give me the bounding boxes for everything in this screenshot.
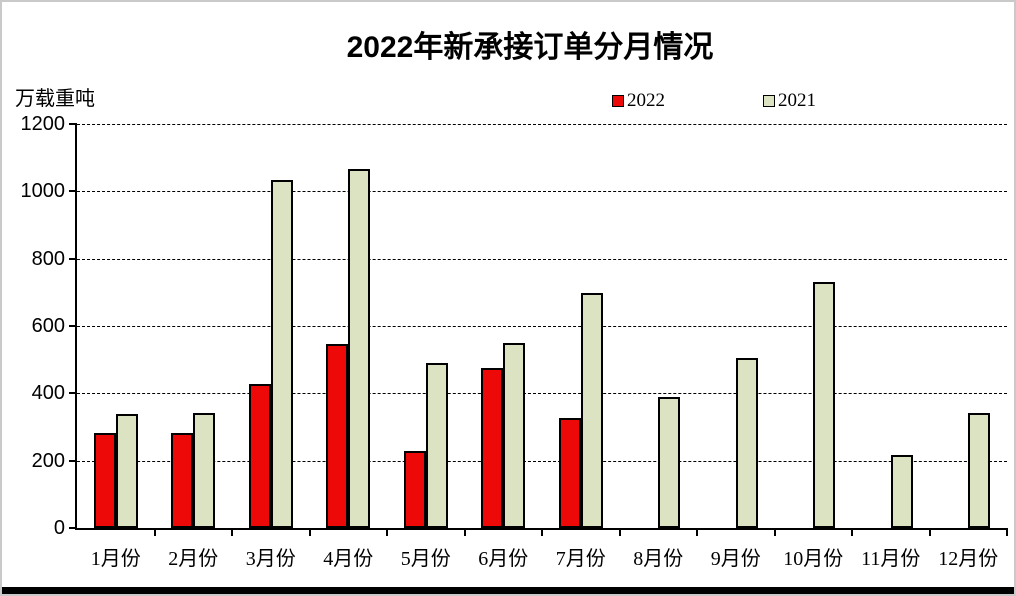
x-axis-label-7: 7月份 xyxy=(555,548,606,570)
bar-2022-m5 xyxy=(403,450,426,528)
x-axis-tick xyxy=(1006,528,1008,536)
y-tick-label-0: 0 xyxy=(53,517,65,539)
y-tick-label-800: 800 xyxy=(31,247,65,270)
bar-2021-m4 xyxy=(348,168,371,528)
x-axis-label-12: 12月份 xyxy=(938,548,999,570)
bar-2021-m3 xyxy=(270,179,293,528)
x-axis-tick xyxy=(928,528,931,536)
y-tick-label-200: 200 xyxy=(31,449,65,472)
x-axis-label-10: 10月份 xyxy=(783,548,844,570)
legend-label-2022: 2022 xyxy=(627,90,665,111)
bar-2022-m7 xyxy=(558,417,581,528)
x-axis-label-11: 11月份 xyxy=(861,548,921,570)
x-axis-tick xyxy=(773,528,776,536)
x-axis-label-5: 5月份 xyxy=(400,548,451,570)
gridline-800 xyxy=(77,258,1007,260)
bar-2022-m2 xyxy=(171,432,194,528)
x-axis-label-6: 6月份 xyxy=(478,548,529,570)
bar-2022-m6 xyxy=(481,368,504,528)
x-axis-label-8: 8月份 xyxy=(633,548,684,570)
bar-2021-m7 xyxy=(580,292,603,528)
y-axis-tick xyxy=(69,527,77,529)
bar-2021-m5 xyxy=(425,363,448,528)
y-axis-tick xyxy=(69,325,77,327)
bar-2021-m12 xyxy=(968,412,991,528)
y-tick-label-400: 400 xyxy=(31,382,65,405)
legend-swatch-2021 xyxy=(763,94,775,107)
x-axis-tick xyxy=(153,528,156,536)
x-axis-tick xyxy=(618,528,621,536)
legend-swatch-2022 xyxy=(612,94,624,107)
plot-area: 0 200 400 600 800 1000 1200 1月份 2月份 3月份 4月份 5月份 6月份 7… xyxy=(21,113,1008,570)
bar-2021-m11 xyxy=(890,454,913,528)
y-tick-label-1200: 1200 xyxy=(20,113,66,135)
y-axis-unit-label: 万载重吨 xyxy=(15,88,95,110)
y-axis-tick xyxy=(69,123,77,125)
bar-2022-m1 xyxy=(93,432,116,528)
y-axis-tick xyxy=(69,257,77,260)
bar-2021-m8 xyxy=(658,396,681,528)
y-axis-tick xyxy=(69,392,77,395)
bar-2021-m9 xyxy=(735,358,758,528)
x-axis-tick xyxy=(463,528,466,536)
x-axis-tick xyxy=(308,528,311,536)
gridline-400 xyxy=(77,393,1007,395)
y-tick-label-600: 600 xyxy=(31,315,65,337)
chart-title: 2022年新承接订单分月情况 xyxy=(346,31,714,64)
legend-item-2021: 2021 xyxy=(763,91,816,110)
bar-2022-m3 xyxy=(248,383,271,528)
x-axis-label-4: 4月份 xyxy=(323,548,374,570)
legend-item-2022: 2022 xyxy=(612,91,665,110)
gridline-200 xyxy=(77,460,1007,462)
x-axis-tick xyxy=(541,528,543,536)
x-axis-tick xyxy=(851,528,853,536)
legend-label-2021: 2021 xyxy=(778,90,816,111)
bottom-black-bar xyxy=(2,587,1014,594)
gridline-600 xyxy=(77,326,1007,327)
bar-2021-m6 xyxy=(503,342,526,528)
gridline-1200 xyxy=(77,124,1007,125)
bar-2021-m10 xyxy=(813,281,836,528)
x-axis-label-3: 3月份 xyxy=(245,548,296,570)
bar-2022-m4 xyxy=(326,343,349,528)
x-axis-label-1: 1月份 xyxy=(90,548,141,570)
x-axis-label-2: 2月份 xyxy=(168,548,219,570)
y-axis-tick xyxy=(69,459,77,462)
bar-2021-m2 xyxy=(193,412,216,528)
x-axis-tick xyxy=(696,528,698,536)
y-tick-label-1000: 1000 xyxy=(20,180,66,203)
x-axis-tick xyxy=(386,528,388,536)
x-axis-tick xyxy=(231,528,233,536)
bar-2021-m1 xyxy=(115,413,138,528)
y-axis-tick xyxy=(69,190,77,193)
gridline-1000 xyxy=(77,191,1007,193)
x-axis-label-9: 9月份 xyxy=(710,548,761,570)
